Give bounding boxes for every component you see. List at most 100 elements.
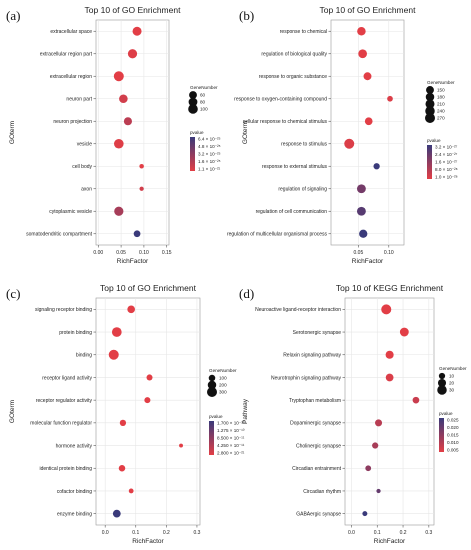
y-tick-label: Tryptophan metabolism: [289, 398, 341, 404]
chart-panel-2: (b) Top 10 of GO Enrichment 0.05 0.10 respon…: [227, 5, 458, 265]
y-axis-label: GOterm: [9, 121, 16, 144]
y-tick-label: vesicle: [77, 142, 93, 148]
size-legend-label: 100: [200, 107, 208, 112]
data-point: [357, 27, 366, 36]
size-legend-label: 210: [437, 102, 445, 107]
data-point: [123, 117, 132, 126]
y-axis-label: GOterm: [242, 121, 249, 144]
data-point: [356, 184, 366, 194]
y-tick-label: cofactor binding: [57, 489, 93, 495]
data-point: [114, 138, 124, 149]
size-legend-label: 200: [219, 383, 227, 388]
x-tick-label: 0.1: [374, 530, 381, 536]
data-point: [363, 72, 372, 81]
panel-label: (b): [239, 8, 254, 23]
color-legend-label: 1.700 × 10⁻¹⁰: [217, 421, 245, 426]
data-point: [376, 488, 381, 494]
data-point: [381, 304, 392, 315]
y-tick-label: enzyme binding: [57, 511, 92, 517]
x-tick-label: 0.2: [400, 530, 407, 536]
color-legend-label: 0.015: [447, 433, 459, 438]
data-point: [108, 349, 119, 360]
color-legend-title: pvalue: [190, 130, 204, 135]
color-legend-title: pvalue: [209, 414, 223, 419]
panel-label: (a): [6, 8, 20, 23]
size-legend-dot: [425, 99, 435, 109]
data-point: [113, 71, 124, 82]
y-tick-label: Cholinergic synapse: [296, 443, 341, 449]
size-legend-title: GeneNumber: [439, 366, 467, 371]
y-tick-label: hormone activity: [56, 443, 93, 449]
y-axis-label: Pathway: [242, 398, 249, 424]
y-tick-label: extracellular region part: [40, 52, 93, 58]
y-tick-label: somatodendritic compartment: [26, 232, 92, 238]
chart-title: Top 10 of GO Enrichment: [100, 283, 197, 293]
y-tick-label: GABAergic synapse: [296, 511, 341, 517]
plot-area: [330, 19, 405, 246]
y-tick-label: axon: [81, 187, 92, 193]
color-legend-label: 1.0 × 10⁻²⁸: [435, 175, 458, 180]
size-legend-label: 300: [219, 390, 227, 395]
size-legend-title: GeneNumber: [209, 368, 237, 373]
size-legend-dot: [425, 92, 435, 102]
x-tick-label: 0.10: [139, 250, 149, 256]
x-tick-label: 0.1: [132, 530, 139, 536]
data-point: [356, 206, 366, 216]
y-tick-label: response to chemical: [280, 29, 327, 35]
data-point: [112, 509, 121, 518]
color-legend-label: 0.025: [447, 418, 459, 423]
chart-panel-1: (a) Top 10 of GO Enrichment 0.00 0.05 0.10 0.…: [6, 5, 221, 265]
panel-label: (d): [239, 286, 254, 301]
size-legend-label: 20: [449, 381, 455, 386]
color-legend-bar: [190, 137, 195, 171]
color-legend-label: 8.0 × 10⁻²⁸: [435, 167, 458, 172]
y-tick-label: regulation of signaling: [278, 187, 327, 193]
color-legend-label: 4.250 × 10⁻¹¹: [217, 443, 245, 448]
y-tick-label: cytoplasmic vesicle: [49, 209, 92, 215]
color-legend-label: 2.4 × 10⁻²⁷: [435, 152, 458, 157]
data-point: [387, 95, 393, 102]
chart-panel-4: (d) Top 10 of KEGG Enrichment 0.0 0.1 0.2 0.3…: [239, 283, 467, 545]
y-tick-label: protein binding: [59, 330, 92, 336]
y-tick-label: identical protein binding: [39, 466, 92, 472]
y-tick-label: receptor regulator activity: [36, 398, 93, 404]
data-point: [133, 230, 141, 238]
data-point: [139, 186, 144, 191]
y-tick-label: neuron projection: [53, 119, 92, 125]
x-tick-label: 0.05: [116, 250, 126, 256]
x-tick-label: 0.15: [162, 250, 172, 256]
color-legend-bar: [427, 145, 432, 179]
y-tick-label: signaling receptor binding: [35, 307, 92, 313]
x-axis-label: RichFactor: [117, 258, 149, 265]
data-point: [358, 49, 367, 59]
y-tick-label: regulation of cell communication: [256, 209, 328, 215]
y-tick-label: extracellular region: [50, 74, 92, 80]
color-legend-label: 8.500 × 10⁻¹¹: [217, 436, 245, 441]
size-legend-dot: [188, 104, 198, 114]
size-legend-label: 80: [200, 100, 206, 105]
y-tick-label: Relaxin signaling pathway: [283, 353, 341, 359]
chart-panel-3: (c) Top 10 of GO Enrichment 0.0 0.1 0.2 0.3 si…: [6, 283, 245, 545]
x-tick-label: 0.2: [163, 530, 170, 536]
data-point: [132, 26, 142, 36]
color-legend-label: 0.005: [447, 448, 459, 453]
data-point: [399, 327, 409, 337]
x-tick-label: 0.05: [354, 250, 364, 256]
data-point: [372, 442, 379, 449]
size-legend-label: 100: [219, 376, 227, 381]
color-legend-label: 1.6 × 10⁻²⁵: [198, 159, 221, 164]
y-tick-label: binding: [76, 353, 92, 359]
size-legend-title: GeneNumber: [190, 85, 218, 90]
size-legend-dot: [207, 387, 217, 397]
y-tick-label: cell body: [72, 164, 92, 170]
color-legend-label: 3.2 × 10⁻²⁵: [198, 152, 221, 157]
y-tick-label: Circadian rhythm: [303, 489, 341, 495]
size-legend-label: 180: [437, 95, 445, 100]
y-tick-label: cellular response to chemical stimulus: [243, 119, 328, 125]
data-point: [365, 465, 372, 472]
size-legend-dot: [188, 97, 198, 107]
size-legend-label: 60: [200, 93, 206, 98]
x-axis-label: RichFactor: [352, 258, 384, 265]
y-tick-label: receptor ligand activity: [42, 375, 92, 381]
